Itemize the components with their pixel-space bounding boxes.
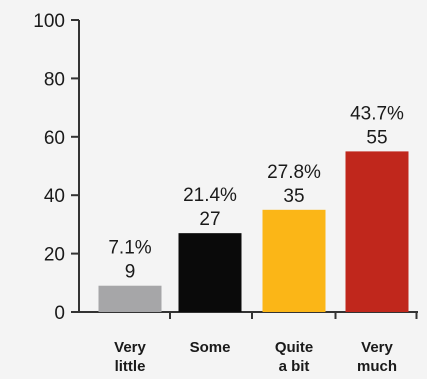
- bar: [98, 285, 162, 312]
- bar: [262, 209, 326, 312]
- x-category-label: a bit: [279, 358, 310, 375]
- bar-value-label: 55: [366, 127, 387, 148]
- y-tick-label: 80: [44, 69, 65, 90]
- bar-percent-label: 27.8%: [267, 162, 321, 183]
- y-tick-label: 0: [54, 303, 65, 324]
- y-tick-label: 40: [44, 186, 65, 207]
- y-tick-label: 100: [33, 11, 65, 32]
- bar-value-label: 35: [283, 186, 304, 207]
- bar: [345, 151, 409, 312]
- x-category-label: Some: [190, 339, 231, 356]
- x-category-label: Very: [361, 339, 393, 356]
- x-category-label: Very: [114, 339, 146, 356]
- x-category-label: little: [115, 358, 146, 375]
- y-tick-label: 20: [44, 245, 65, 266]
- y-tick-label: 60: [44, 128, 65, 149]
- label-layer: 7.1% 9 Very little 21.4% 27 Some 27.8% 35 Quite a …: [108, 103, 404, 375]
- bar: [178, 233, 242, 312]
- bar-percent-label: 21.4%: [183, 185, 237, 206]
- bar-value-label: 27: [199, 209, 220, 230]
- x-category-label: much: [357, 358, 397, 375]
- bar-value-label: 9: [125, 262, 136, 283]
- x-category-label: Quite: [275, 339, 313, 356]
- bar-percent-label: 7.1%: [108, 238, 151, 259]
- bar-percent-label: 43.7%: [350, 103, 404, 124]
- bar-layer: [98, 151, 409, 312]
